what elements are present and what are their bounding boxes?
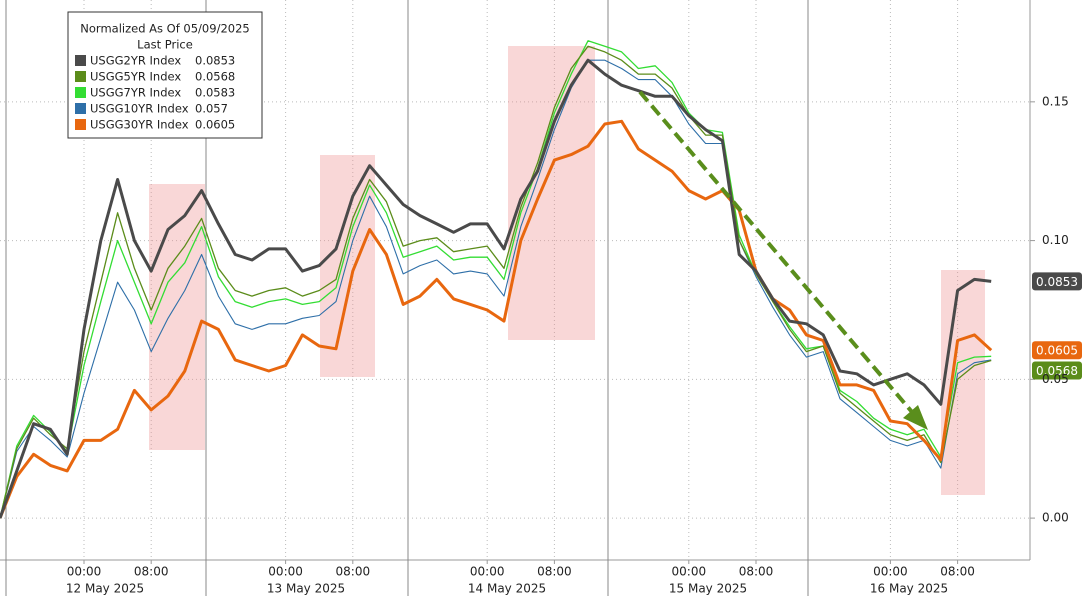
legend-box [67,11,263,139]
date-label: 12 May 2025 [66,582,144,596]
date-label: 14 May 2025 [468,582,546,596]
grid [0,0,1035,564]
highlight-box [320,155,375,377]
legend: Normalized As Of 05/09/2025 Last Price U… [67,11,263,139]
x-tick-label: 00:00 [268,565,303,579]
series-line [0,45,992,519]
x-tick-label: 08:00 [134,565,169,579]
x-tick-label: 00:00 [470,565,505,579]
date-label: 16 May 2025 [870,582,948,596]
y-tick-label: 0.10 [1042,233,1069,247]
x-tick-label: 00:00 [672,565,707,579]
x-tick-label: 08:00 [336,565,371,579]
legend-value: 0.0605 [195,118,235,132]
series-lines [0,40,993,519]
legend-label: USGG30YR Index [90,118,189,132]
highlight-box [941,270,985,495]
x-tick-label: 08:00 [940,565,975,579]
legend-value: 0.0853 [195,54,235,68]
legend-label: USGG10YR Index [90,102,189,116]
legend-subtitle: Last Price [137,38,193,52]
legend-value: 0.057 [195,102,228,116]
value-tag-label: 0.0853 [1036,275,1078,289]
legend-title: Normalized As Of 05/09/2025 [80,22,249,36]
value-tag-label: 0.0605 [1036,344,1078,358]
highlight-box [508,46,595,340]
legend-label: USGG2YR Index [90,54,181,68]
legend-swatch [75,119,86,130]
legend-swatch [75,87,86,98]
value-tag [1032,272,1082,291]
legend-swatch [75,55,86,66]
legend-value: 0.0583 [195,86,235,100]
series-line [0,58,992,519]
x-tick-label: 00:00 [873,565,908,579]
date-label: 13 May 2025 [267,582,345,596]
arrow-shaft [638,90,914,414]
y-tick-label: 0.00 [1042,511,1069,525]
date-label: 15 May 2025 [669,582,747,596]
value-tag [1032,361,1082,380]
last-value-tags: 0.0568 0.0605 0.0853 [1032,272,1082,380]
y-tick-label: 0.05 [1042,372,1069,386]
trend-arrow [638,90,928,430]
arrow-head [903,405,928,430]
series-line [0,59,992,519]
legend-value: 0.0568 [195,70,235,84]
legend-swatch [75,71,86,82]
legend-swatch [75,103,86,114]
x-tick-label: 08:00 [739,565,774,579]
y-tick-label: 0.15 [1042,94,1069,108]
x-tick-label: 00:00 [67,565,102,579]
series-line [0,119,993,519]
legend-label: USGG7YR Index [90,86,181,100]
value-tag-label: 0.0568 [1036,364,1078,378]
x-tick-label: 08:00 [537,565,572,579]
value-tag [1032,341,1082,360]
legend-label: USGG5YR Index [90,70,181,84]
